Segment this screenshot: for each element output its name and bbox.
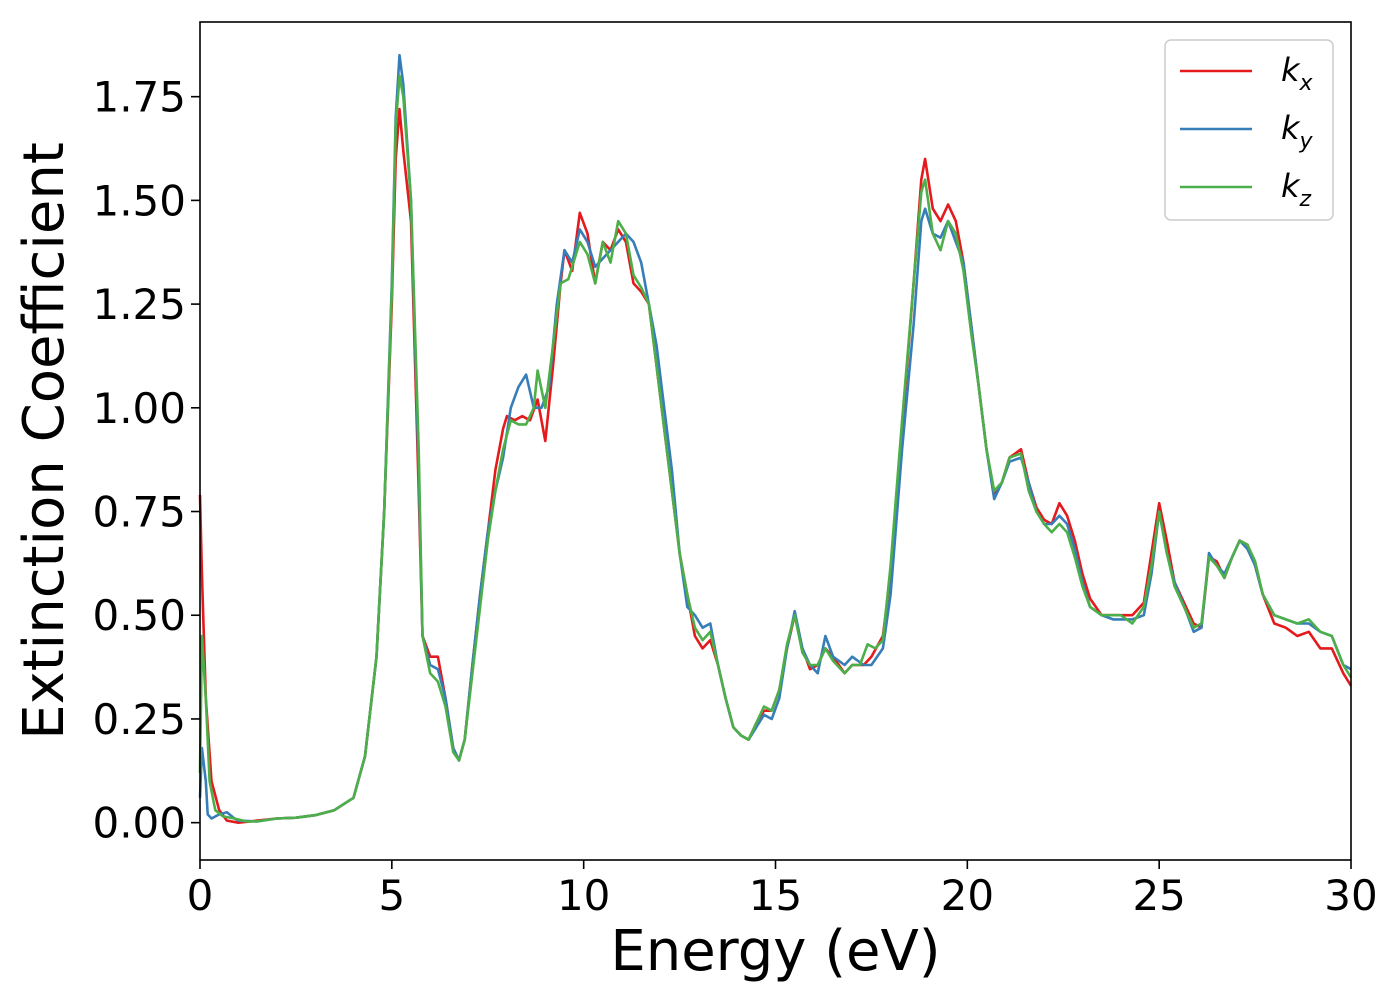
legend-label-k_y: ky (1281, 109, 1314, 154)
x-axis-title: Energy (eV) (610, 919, 940, 984)
x-tick-label: 30 (1324, 871, 1377, 920)
legend-label-k_x: kx (1281, 51, 1314, 96)
y-tick-label: 1.75 (92, 73, 186, 122)
y-tick-label: 1.50 (92, 176, 186, 225)
y-tick-label: 0.00 (92, 799, 186, 848)
legend-label-k_z: kz (1281, 167, 1312, 212)
y-tick-label: 1.25 (92, 280, 186, 329)
legend-label-sub: x (1299, 71, 1314, 96)
legend-label-main: k (1281, 109, 1301, 147)
x-tick-label: 20 (941, 871, 994, 920)
series-line-k_z (198, 74, 1353, 823)
y-axis: 0.00 0.25 0.50 0.75 1.00 1.25 1.50 1.75 (92, 73, 200, 848)
x-tick-label: 25 (1132, 871, 1185, 920)
x-axis: 0 5 10 15 20 25 30 (187, 860, 1378, 920)
y-tick-label: 0.75 (92, 488, 186, 537)
legend-label-sub: z (1299, 187, 1312, 212)
x-tick-label: 10 (557, 871, 610, 920)
x-tick-label: 0 (187, 871, 214, 920)
legend-label-main: k (1281, 51, 1301, 89)
series-layer (198, 53, 1353, 824)
legend-label-main: k (1281, 167, 1301, 205)
legend-label-sub: y (1299, 129, 1314, 154)
y-tick-label: 0.25 (92, 695, 186, 744)
y-tick-label: 0.50 (92, 591, 186, 640)
y-axis-title: Extinction Coefficient (12, 142, 77, 740)
x-tick-label: 15 (749, 871, 802, 920)
y-tick-label: 1.00 (92, 384, 186, 433)
x-tick-label: 5 (378, 871, 405, 920)
